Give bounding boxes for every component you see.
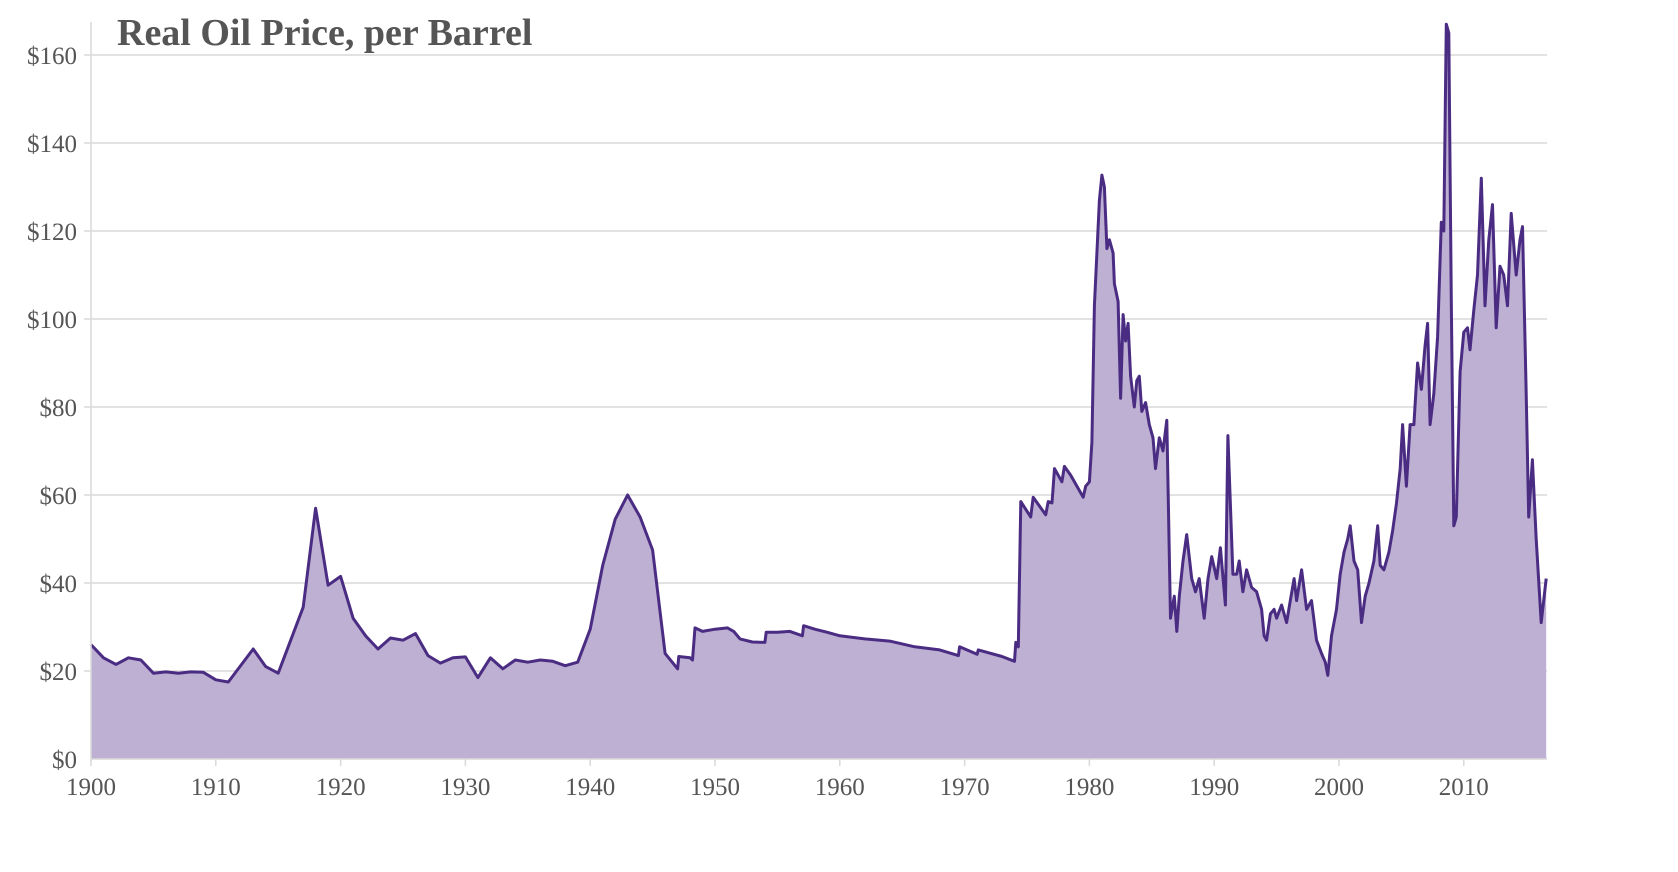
price-area-fill	[91, 24, 1547, 759]
y-tick-label: $140	[27, 131, 77, 158]
x-tick-label: 1900	[66, 774, 116, 801]
y-tick-label: $0	[52, 747, 77, 774]
gridlines	[84, 54, 1547, 672]
y-tick-label: $100	[27, 307, 77, 334]
x-tick-label: 2010	[1439, 774, 1489, 801]
price-line	[89, 22, 1548, 684]
area-layer	[89, 22, 1548, 759]
x-tick-label: 1930	[440, 774, 490, 801]
y-tick-label: $120	[27, 219, 77, 246]
x-tick-labels: 1900 1910 1920 1930 1940 1950 1960 1970 1980 1990…	[66, 759, 1489, 801]
x-tick-label: 2000	[1314, 774, 1364, 801]
x-tick-label: 1960	[815, 774, 865, 801]
y-tick-label: $80	[40, 395, 78, 422]
x-tick-label: 1950	[690, 774, 740, 801]
y-tick-label: $20	[40, 659, 78, 686]
y-tick-label: $40	[40, 571, 78, 598]
x-tick-label: 1940	[565, 774, 615, 801]
y-tick-label: $160	[27, 43, 77, 70]
x-tick-label: 1970	[940, 774, 990, 801]
y-tick-label: $60	[40, 483, 78, 510]
x-tick-label: 1910	[191, 774, 241, 801]
chart-title: Real Oil Price, per Barrel	[117, 12, 532, 54]
x-tick-label: 1920	[316, 774, 366, 801]
x-tick-label: 1990	[1189, 774, 1239, 801]
x-tick-label: 1980	[1064, 774, 1114, 801]
y-tick-labels: $0 $20 $40 $60 $80 $100 $120 $140 $160	[27, 43, 77, 774]
